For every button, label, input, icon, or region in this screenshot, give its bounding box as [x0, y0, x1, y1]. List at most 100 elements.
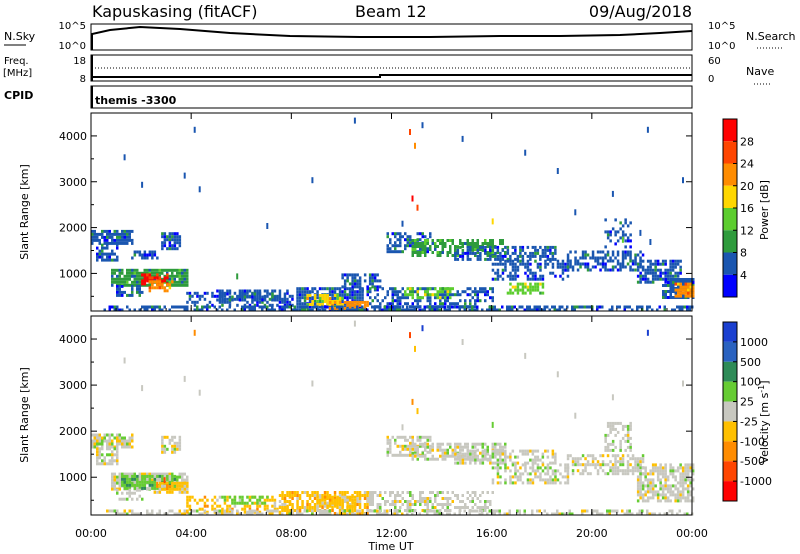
power-cell — [263, 289, 267, 293]
velocity-cell — [141, 472, 144, 476]
velocity-cell — [409, 447, 412, 451]
power-cell — [358, 308, 361, 312]
power-cell — [674, 262, 677, 266]
power-cell — [221, 298, 224, 302]
velocity-cell — [153, 490, 157, 494]
velocity-cell — [676, 512, 679, 516]
velocity-cell — [98, 450, 101, 454]
power-cell — [454, 257, 457, 261]
velocity-cell — [626, 460, 630, 464]
velocity-cell — [523, 509, 526, 513]
velocity-cell — [491, 481, 495, 485]
velocity-cell — [638, 509, 641, 513]
power-cell — [516, 274, 520, 278]
power-cell — [511, 259, 515, 263]
power-cell — [116, 284, 119, 288]
power-cell — [489, 287, 492, 291]
power-cell — [474, 290, 477, 294]
power-cell — [298, 299, 302, 303]
velocity-cell — [666, 478, 670, 482]
velocity-cell — [411, 442, 414, 446]
velocity-cell — [534, 472, 537, 476]
power-cell — [459, 239, 462, 242]
velocity-cell — [223, 495, 227, 499]
power-cell — [484, 290, 487, 294]
velocity-cell — [406, 438, 409, 442]
velocity-cell — [198, 507, 202, 511]
power-cell — [424, 248, 427, 251]
power-cell — [138, 293, 141, 297]
velocity-cell — [126, 512, 129, 516]
power-cell — [649, 268, 652, 272]
power-cell — [529, 257, 532, 261]
velocity-cell — [218, 512, 221, 516]
power-cell — [106, 252, 109, 256]
power-cell — [143, 271, 146, 275]
velocity-cell — [656, 466, 660, 470]
power-cell — [509, 254, 512, 258]
power-cell — [569, 250, 572, 254]
power-cell — [308, 308, 311, 312]
power-cell — [461, 245, 464, 248]
velocity-cell — [108, 442, 111, 446]
velocity-cell — [436, 448, 439, 452]
velocity-cell — [306, 506, 309, 509]
power-cell — [281, 305, 284, 309]
velocity-cell — [283, 503, 287, 506]
velocity-cell — [246, 501, 249, 505]
velocity-cell — [594, 457, 597, 461]
velocity-cell — [494, 461, 497, 465]
velocity-cell — [171, 435, 174, 439]
velocity-cell — [626, 424, 630, 428]
power-cell — [414, 245, 417, 248]
velocity-cell — [136, 483, 139, 487]
velocity-cell — [271, 509, 274, 513]
velocity-cell — [691, 463, 695, 467]
velocity-cell — [288, 509, 292, 512]
power-cell — [436, 251, 439, 254]
power-colorbar-tick-label: 20 — [740, 180, 754, 193]
velocity-cell — [411, 512, 414, 516]
velocity-cell — [496, 463, 500, 467]
velocity-cell — [146, 480, 149, 484]
velocity-cell — [98, 433, 101, 437]
power-cell — [113, 280, 116, 284]
power-cell — [539, 245, 542, 249]
power-cell — [298, 287, 302, 291]
power-cell — [419, 254, 422, 257]
power-cell — [318, 299, 322, 303]
velocity-cell — [446, 454, 449, 458]
power-cell — [118, 271, 121, 275]
velocity-cell — [541, 461, 545, 465]
power-cell — [391, 308, 394, 312]
power-cell — [484, 248, 487, 252]
power-cell — [116, 232, 119, 236]
velocity-cell — [689, 481, 692, 485]
velocity-cell — [684, 463, 687, 467]
velocity-cell — [326, 501, 329, 505]
power-cell — [429, 248, 432, 251]
power-cell — [128, 274, 131, 278]
velocity-cell — [414, 500, 417, 503]
velocity-cell — [128, 472, 131, 476]
velocity-cell — [531, 466, 535, 470]
velocity-colorbar-tick-label: 100 — [740, 376, 761, 389]
power-cell — [118, 284, 121, 288]
power-cell — [416, 251, 419, 254]
power-cell — [166, 289, 169, 293]
power-cell — [188, 291, 192, 295]
power-cell — [348, 273, 352, 277]
power-cell — [143, 268, 146, 272]
power-cell — [664, 268, 667, 272]
power-cell — [629, 256, 632, 260]
power-cell — [486, 293, 489, 297]
power-cell — [331, 293, 334, 297]
velocity-cell — [426, 509, 429, 513]
power-cell — [534, 285, 537, 289]
power-cell — [434, 245, 437, 248]
velocity-cell — [203, 501, 207, 505]
velocity-cell — [479, 442, 482, 446]
power-cell — [303, 287, 307, 291]
power-cell — [386, 302, 389, 306]
power-cell — [664, 278, 667, 281]
